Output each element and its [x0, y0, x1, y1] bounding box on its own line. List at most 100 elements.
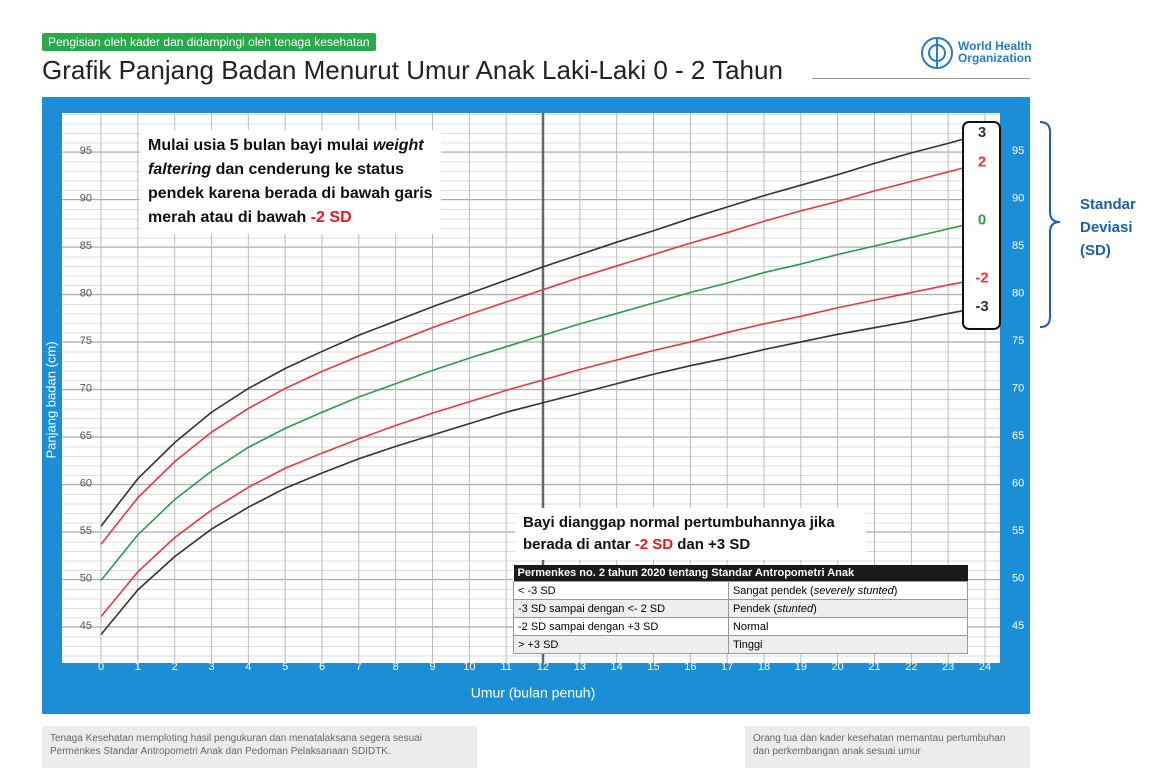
x-tick-label: 20 [832, 661, 844, 673]
table-cell: Normal [727, 617, 969, 636]
y-tick-label: 65 [80, 430, 92, 442]
footer-note: Orang tua dan kader kesehatan memantau p… [745, 726, 1030, 768]
table-cell: -3 SD sampai dengan <- 2 SD [513, 599, 729, 618]
x-axis-label: Umur (bulan penuh) [471, 685, 596, 701]
y-tick-label: 85 [80, 240, 92, 252]
cell-text: ) [893, 584, 898, 597]
annotation: Mulai usia 5 bulan bayi mulai weight fal… [140, 130, 441, 234]
legend-label: -2 [975, 269, 988, 286]
x-tick-label: 13 [574, 661, 586, 673]
x-tick-label: 9 [429, 661, 435, 673]
annotation-text: weight faltering [148, 137, 424, 178]
x-tick-label: 4 [245, 661, 251, 673]
x-tick-label: 1 [135, 661, 141, 673]
table-cell: -2 SD sampai dengan +3 SD [513, 617, 729, 636]
cell-text: stunted [776, 602, 814, 615]
y-tick-label-right: 70 [1012, 382, 1024, 394]
table-cell: < -3 SD [513, 581, 729, 600]
sd-curve [100, 277, 986, 617]
legend-label: -3 [975, 298, 988, 315]
x-tick-label: 16 [684, 661, 696, 673]
y-tick-label-right: 45 [1012, 620, 1024, 632]
y-tick-label: 45 [80, 620, 92, 632]
table-title: Permenkes no. 2 tahun 2020 tentang Stand… [513, 565, 968, 582]
y-tick-label: 55 [80, 525, 92, 537]
table-row: < -3 SD Sangat pendek (severely stunted) [513, 581, 969, 600]
table: Permenkes no. 2 tahun 2020 tentang Stand… [513, 565, 969, 654]
legend-label: 2 [978, 153, 986, 170]
sd-curve [100, 219, 986, 581]
table-cell: Tinggi [727, 635, 969, 654]
y-tick-label: 80 [80, 287, 92, 299]
logo-text: World Health Organization [958, 40, 1032, 64]
cell-text: Pendek ( [732, 602, 777, 615]
table-cell: > +3 SD [513, 635, 729, 654]
x-tick-label: 5 [282, 661, 288, 673]
x-tick-label: 17 [721, 661, 733, 673]
x-tick-label: 18 [758, 661, 770, 673]
x-tick-label: 19 [795, 661, 807, 673]
x-tick-label: 22 [905, 661, 917, 673]
title-rule [812, 78, 1030, 79]
annotation-text: -2 SD [634, 536, 674, 553]
y-tick-label-right: 75 [1012, 335, 1024, 347]
x-tick-label: 7 [356, 661, 362, 673]
legend-label: 3 [978, 124, 986, 141]
x-tick-label: 21 [868, 661, 880, 673]
y-tick-label-right: 95 [1012, 145, 1024, 157]
x-tick-label: 15 [647, 661, 659, 673]
y-tick-label: 95 [80, 145, 92, 157]
footer-note: Tenaga Kesehatan memploting hasil penguk… [42, 726, 477, 768]
y-tick-label-right: 55 [1012, 525, 1024, 537]
badge: Pengisian oleh kader dan didampingi oleh… [42, 33, 376, 51]
y-tick-label-right: 80 [1012, 287, 1024, 299]
who-logo [921, 37, 953, 69]
x-tick-label: 0 [98, 661, 104, 673]
annotation-text: dan +3 SD [673, 536, 751, 553]
y-tick-label: 75 [80, 335, 92, 347]
sd-curve [100, 305, 986, 636]
y-tick-label: 60 [80, 477, 92, 489]
x-tick-label: 2 [172, 661, 178, 673]
table-cell: Sangat pendek (severely stunted) [727, 581, 969, 600]
x-tick-label: 6 [319, 661, 325, 673]
legend-title: Standar Deviasi (SD) [1080, 196, 1136, 259]
annotation-text: -2 SD [310, 209, 352, 226]
legend-box [962, 121, 1001, 330]
x-tick-label: 10 [463, 661, 475, 673]
x-tick-label: 3 [208, 661, 214, 673]
logo-line: World Health [958, 39, 1032, 53]
x-tick-label: 11 [500, 661, 511, 673]
annotation-text: Bayi dianggap normal pertumbuhannya jika… [523, 514, 835, 553]
annotation-text: Mulai usia 5 bulan bayi mulai [148, 137, 373, 154]
logo-line: Organization [958, 51, 1032, 65]
sd-bracket [1039, 121, 1061, 328]
table-row: -2 SD sampai dengan +3 SD Normal [513, 617, 969, 636]
y-tick-label: 50 [80, 572, 92, 584]
y-tick-label-right: 90 [1012, 192, 1024, 204]
y-tick-label: 90 [80, 192, 92, 204]
y-tick-label: 70 [80, 382, 92, 394]
table-row: > +3 SD Tinggi [513, 635, 969, 654]
legend-label: 0 [978, 211, 986, 228]
x-tick-label: 24 [979, 661, 991, 673]
y-tick-label-right: 85 [1012, 240, 1024, 252]
annotation-text: dan cenderung ke status pendek karena be… [148, 161, 433, 226]
cell-text: severely stunted [813, 584, 894, 597]
cell-text: ) [813, 602, 817, 615]
y-tick-label-right: 65 [1012, 430, 1024, 442]
x-tick-label: 23 [942, 661, 954, 673]
page-title: Grafik Panjang Badan Menurut Umur Anak L… [42, 55, 783, 85]
y-tick-label-right: 60 [1012, 477, 1024, 489]
cell-text: Tinggi [732, 638, 763, 651]
table-cell: Pendek (stunted) [727, 599, 969, 618]
sd-curve [100, 161, 986, 545]
x-tick-label: 8 [393, 661, 399, 673]
x-tick-label: 12 [537, 661, 549, 673]
x-tick-label: 14 [611, 661, 623, 673]
cell-text: Normal [732, 620, 769, 633]
y-tick-label-right: 50 [1012, 572, 1024, 584]
annotation: Bayi dianggap normal pertumbuhannya jika… [515, 508, 866, 560]
